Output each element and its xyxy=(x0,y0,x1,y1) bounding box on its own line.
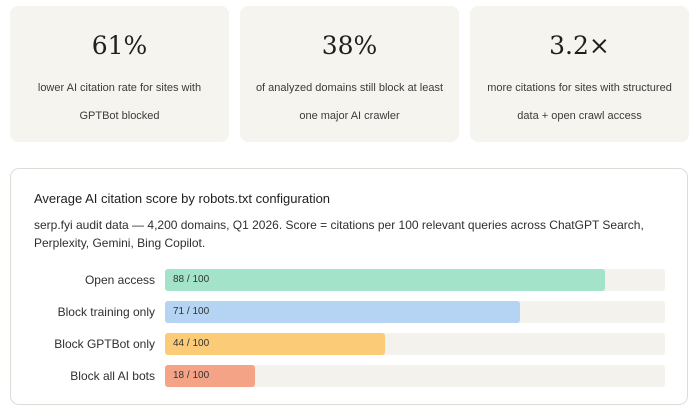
stat-value: 3.2× xyxy=(549,31,610,60)
chart-title: Average AI citation score by robots.txt … xyxy=(34,191,331,206)
bar-value-label: 18 / 100 xyxy=(173,370,210,381)
bar-row: Block all AI bots 18 / 100 xyxy=(11,365,689,389)
stat-description: of analyzed domains still block at least… xyxy=(255,82,444,122)
bar-track: 88 / 100 xyxy=(165,269,665,291)
chart-subtitle: serp.fyi audit data — 4,200 domains, Q1 … xyxy=(34,218,644,250)
bar-category-label: Block all AI bots xyxy=(70,369,155,383)
stat-description: lower AI citation rate for sites with GP… xyxy=(37,82,202,122)
bar-category-label: Block GPTBot only xyxy=(54,337,155,351)
bar-value-label: 71 / 100 xyxy=(173,306,210,317)
bar-value-label: 44 / 100 xyxy=(173,338,210,349)
bar-category-label: Block training only xyxy=(57,305,155,319)
bar-row: Open access 88 / 100 xyxy=(11,269,689,293)
bar: 88 / 100 xyxy=(165,269,605,291)
chart-panel: Average AI citation score by robots.txt … xyxy=(10,168,688,405)
stat-value: 61% xyxy=(91,31,148,60)
stat-card: 61% lower AI citation rate for sites wit… xyxy=(10,6,229,142)
bar-value-label: 88 / 100 xyxy=(173,274,210,285)
bar-row: Block GPTBot only 44 / 100 xyxy=(11,333,689,357)
stats-row: 61% lower AI citation rate for sites wit… xyxy=(10,6,689,142)
bar-track: 18 / 100 xyxy=(165,365,665,387)
bar: 71 / 100 xyxy=(165,301,520,323)
bar-track: 44 / 100 xyxy=(165,333,665,355)
bar-row: Block training only 71 / 100 xyxy=(11,301,689,325)
bar-chart: Open access 88 / 100 Block training only 71… xyxy=(11,269,689,393)
bar-track: 71 / 100 xyxy=(165,301,665,323)
bar: 44 / 100 xyxy=(165,333,385,355)
stat-description: more citations for sites with structured… xyxy=(487,82,672,122)
bar: 18 / 100 xyxy=(165,365,255,387)
stat-card: 38% of analyzed domains still block at l… xyxy=(240,6,459,142)
stat-card: 3.2× more citations for sites with struc… xyxy=(470,6,689,142)
bar-category-label: Open access xyxy=(84,273,155,287)
stat-value: 38% xyxy=(321,31,378,60)
